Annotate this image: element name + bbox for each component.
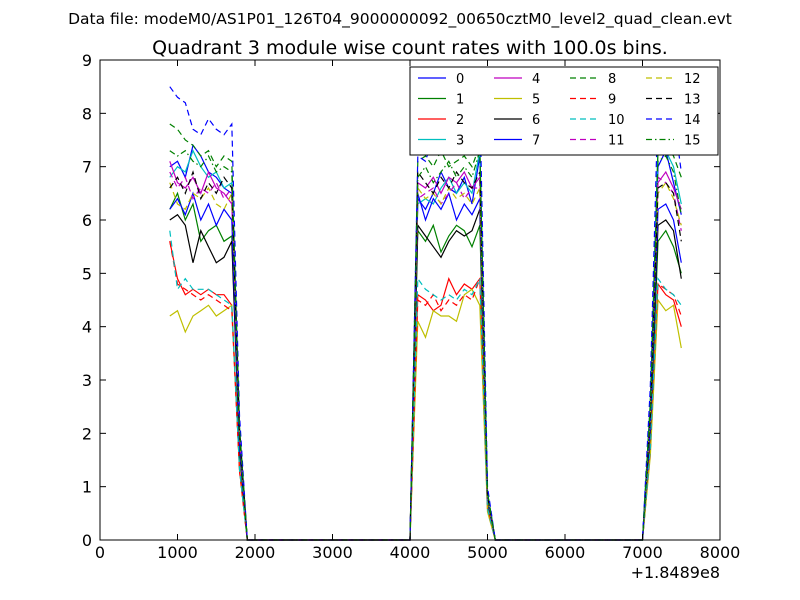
series-line-10 (169, 230, 682, 541)
series-line-2 (169, 241, 682, 541)
x-tick-label: 2000 (235, 543, 276, 562)
legend-label-14: 14 (684, 113, 701, 128)
x-tick-label: 1000 (157, 543, 198, 562)
series-lines (169, 86, 682, 541)
legend-label-2: 2 (456, 113, 464, 128)
legend-box (409, 66, 719, 156)
legend-label-5: 5 (532, 93, 540, 108)
series-line-1 (169, 191, 682, 541)
series-line-15 (169, 149, 682, 541)
x-tick-label: 4000 (390, 543, 431, 562)
x-offset-label: +1.8489e8 (631, 563, 720, 582)
y-tick-label: 3 (82, 371, 92, 390)
legend-label-15: 15 (684, 134, 701, 149)
y-tick-label: 5 (82, 264, 92, 283)
y-tick-label: 8 (82, 104, 92, 123)
series-line-11 (169, 171, 682, 541)
legend-label-1: 1 (456, 93, 464, 108)
legend-label-7: 7 (532, 134, 540, 149)
legend-label-6: 6 (532, 113, 540, 128)
legend-label-8: 8 (608, 72, 616, 87)
legend-label-13: 13 (684, 93, 701, 108)
series-line-5 (169, 288, 682, 541)
x-tick-label: 0 (95, 543, 105, 562)
suptitle: Data file: modeM0/AS1P01_126T04_90000000… (68, 10, 732, 29)
x-tick-label: 3000 (312, 543, 353, 562)
series-line-0 (169, 143, 682, 541)
y-tick-label: 6 (82, 211, 92, 230)
series-line-6 (169, 209, 682, 541)
legend-label-4: 4 (532, 72, 540, 87)
series-line-13 (169, 170, 682, 541)
x-tick-label: 5000 (467, 543, 508, 562)
legend-label-9: 9 (608, 93, 616, 108)
axis-ticks: 0 1000 2000 3000 4000 5000 6000 7000 80000123456… (82, 51, 741, 562)
y-tick-label: 7 (82, 158, 92, 177)
legend-label-3: 3 (456, 134, 464, 149)
series-line-8 (169, 123, 682, 541)
x-tick-label: 7000 (622, 543, 663, 562)
series-line-3 (169, 144, 682, 541)
y-tick-label: 4 (82, 318, 92, 337)
legend-label-11: 11 (608, 134, 625, 149)
series-line-9 (169, 241, 682, 541)
x-tick-label: 6000 (545, 543, 586, 562)
y-tick-label: 2 (82, 424, 92, 443)
legend-label-12: 12 (684, 72, 701, 87)
y-tick-label: 9 (82, 51, 92, 70)
series-line-7 (169, 191, 682, 541)
y-tick-label: 0 (82, 531, 92, 550)
legend-label-0: 0 (456, 72, 464, 87)
legend-label-10: 10 (608, 113, 625, 128)
x-tick-label: 8000 (700, 543, 741, 562)
chart-title: Quadrant 3 module wise count rates with … (152, 37, 668, 59)
y-tick-label: 1 (82, 478, 92, 497)
